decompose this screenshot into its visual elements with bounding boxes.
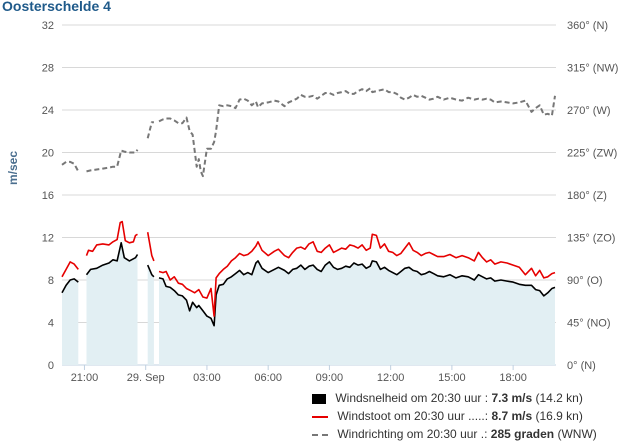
y2-tick-label: 270° (W) (567, 105, 611, 117)
y2-tick-label: 0° (N) (567, 360, 596, 372)
chart-title: Oosterschelde 4 (2, 0, 111, 14)
y-tick-label: 32 (42, 20, 54, 32)
y2-tick-label: 360° (N) (567, 20, 608, 32)
legend-label: Windstoot om 20:30 uur .....: (337, 409, 489, 423)
y-tick-label: 16 (42, 190, 54, 202)
windstoot-line (61, 261, 79, 278)
windstoot-line (158, 233, 556, 317)
y-tick-label: 8 (48, 275, 54, 287)
x-tick-label: 15:00 (438, 372, 466, 384)
y2-tick-label: 225° (ZW) (567, 148, 617, 160)
legend-item-windsnelheid[interactable]: Windsnelheid om 20:30 uur : 7.3 m/s (14.… (312, 389, 597, 407)
y2-tick-label: 45° (NO) (567, 318, 611, 330)
windsnelheid-area (86, 242, 138, 365)
windrichting-line (86, 149, 139, 173)
windsnelheid-line (146, 264, 155, 278)
legend-item-windstoot[interactable]: Windstoot om 20:30 uur .....: 8.7 m/s (1… (312, 407, 597, 425)
x-tick-label: 21:00 (71, 372, 99, 384)
windrichting-line (146, 121, 154, 139)
x-tick-label: 18:00 (499, 372, 527, 384)
y2-tick-label: 180° (Z) (567, 190, 607, 202)
legend: Windsnelheid om 20:30 uur : 7.3 m/s (14.… (312, 389, 597, 443)
y-tick-label: 4 (48, 318, 54, 330)
y-tick-label: 24 (42, 105, 54, 117)
windrichting-line (61, 160, 80, 172)
y-tick-label: 12 (42, 233, 54, 245)
windsnelheid-area (62, 278, 79, 365)
windsnelheid-line (85, 242, 139, 276)
x-tick-label: 09:00 (316, 372, 344, 384)
windsnelheid-area (159, 260, 555, 365)
legend-extra: (WNW) (557, 427, 597, 441)
y2-tick-label: 135° (ZO) (567, 233, 615, 245)
legend-label: Windsnelheid om 20:30 uur : (335, 391, 489, 405)
windsnelheid-area (147, 265, 154, 365)
legend-value: 285 graden (490, 427, 555, 441)
windstoot-swatch (312, 415, 328, 418)
legend-value: 7.3 m/s (491, 391, 533, 405)
x-tick-label: 06:00 (254, 372, 282, 384)
y-tick-label: 28 (42, 63, 54, 75)
y-tick-label: 0 (48, 360, 54, 372)
x-tick-label: 12:00 (377, 372, 405, 384)
windrichting-swatch (312, 433, 328, 436)
legend-extra: (14.2 kn) (535, 391, 583, 405)
x-tick-label: 03:00 (193, 372, 221, 384)
y-tick-label: 20 (42, 148, 54, 160)
y2-tick-label: 90° (O) (567, 275, 603, 287)
legend-item-windrichting[interactable]: Windrichting om 20:30 uur .: 285 graden … (312, 425, 597, 443)
windsnelheid-swatch (312, 393, 326, 404)
y2-tick-label: 315° (NW) (567, 63, 618, 75)
windstoot-line (85, 220, 138, 256)
legend-extra: (16.9 kn) (535, 409, 583, 423)
legend-label: Windrichting om 20:30 uur .: (337, 427, 488, 441)
windstoot-line (146, 232, 155, 262)
x-tick-label: 29. Sep (127, 372, 165, 384)
legend-value: 8.7 m/s (491, 409, 533, 423)
windsnelheid-line (61, 278, 79, 294)
windrichting-line (158, 87, 556, 178)
